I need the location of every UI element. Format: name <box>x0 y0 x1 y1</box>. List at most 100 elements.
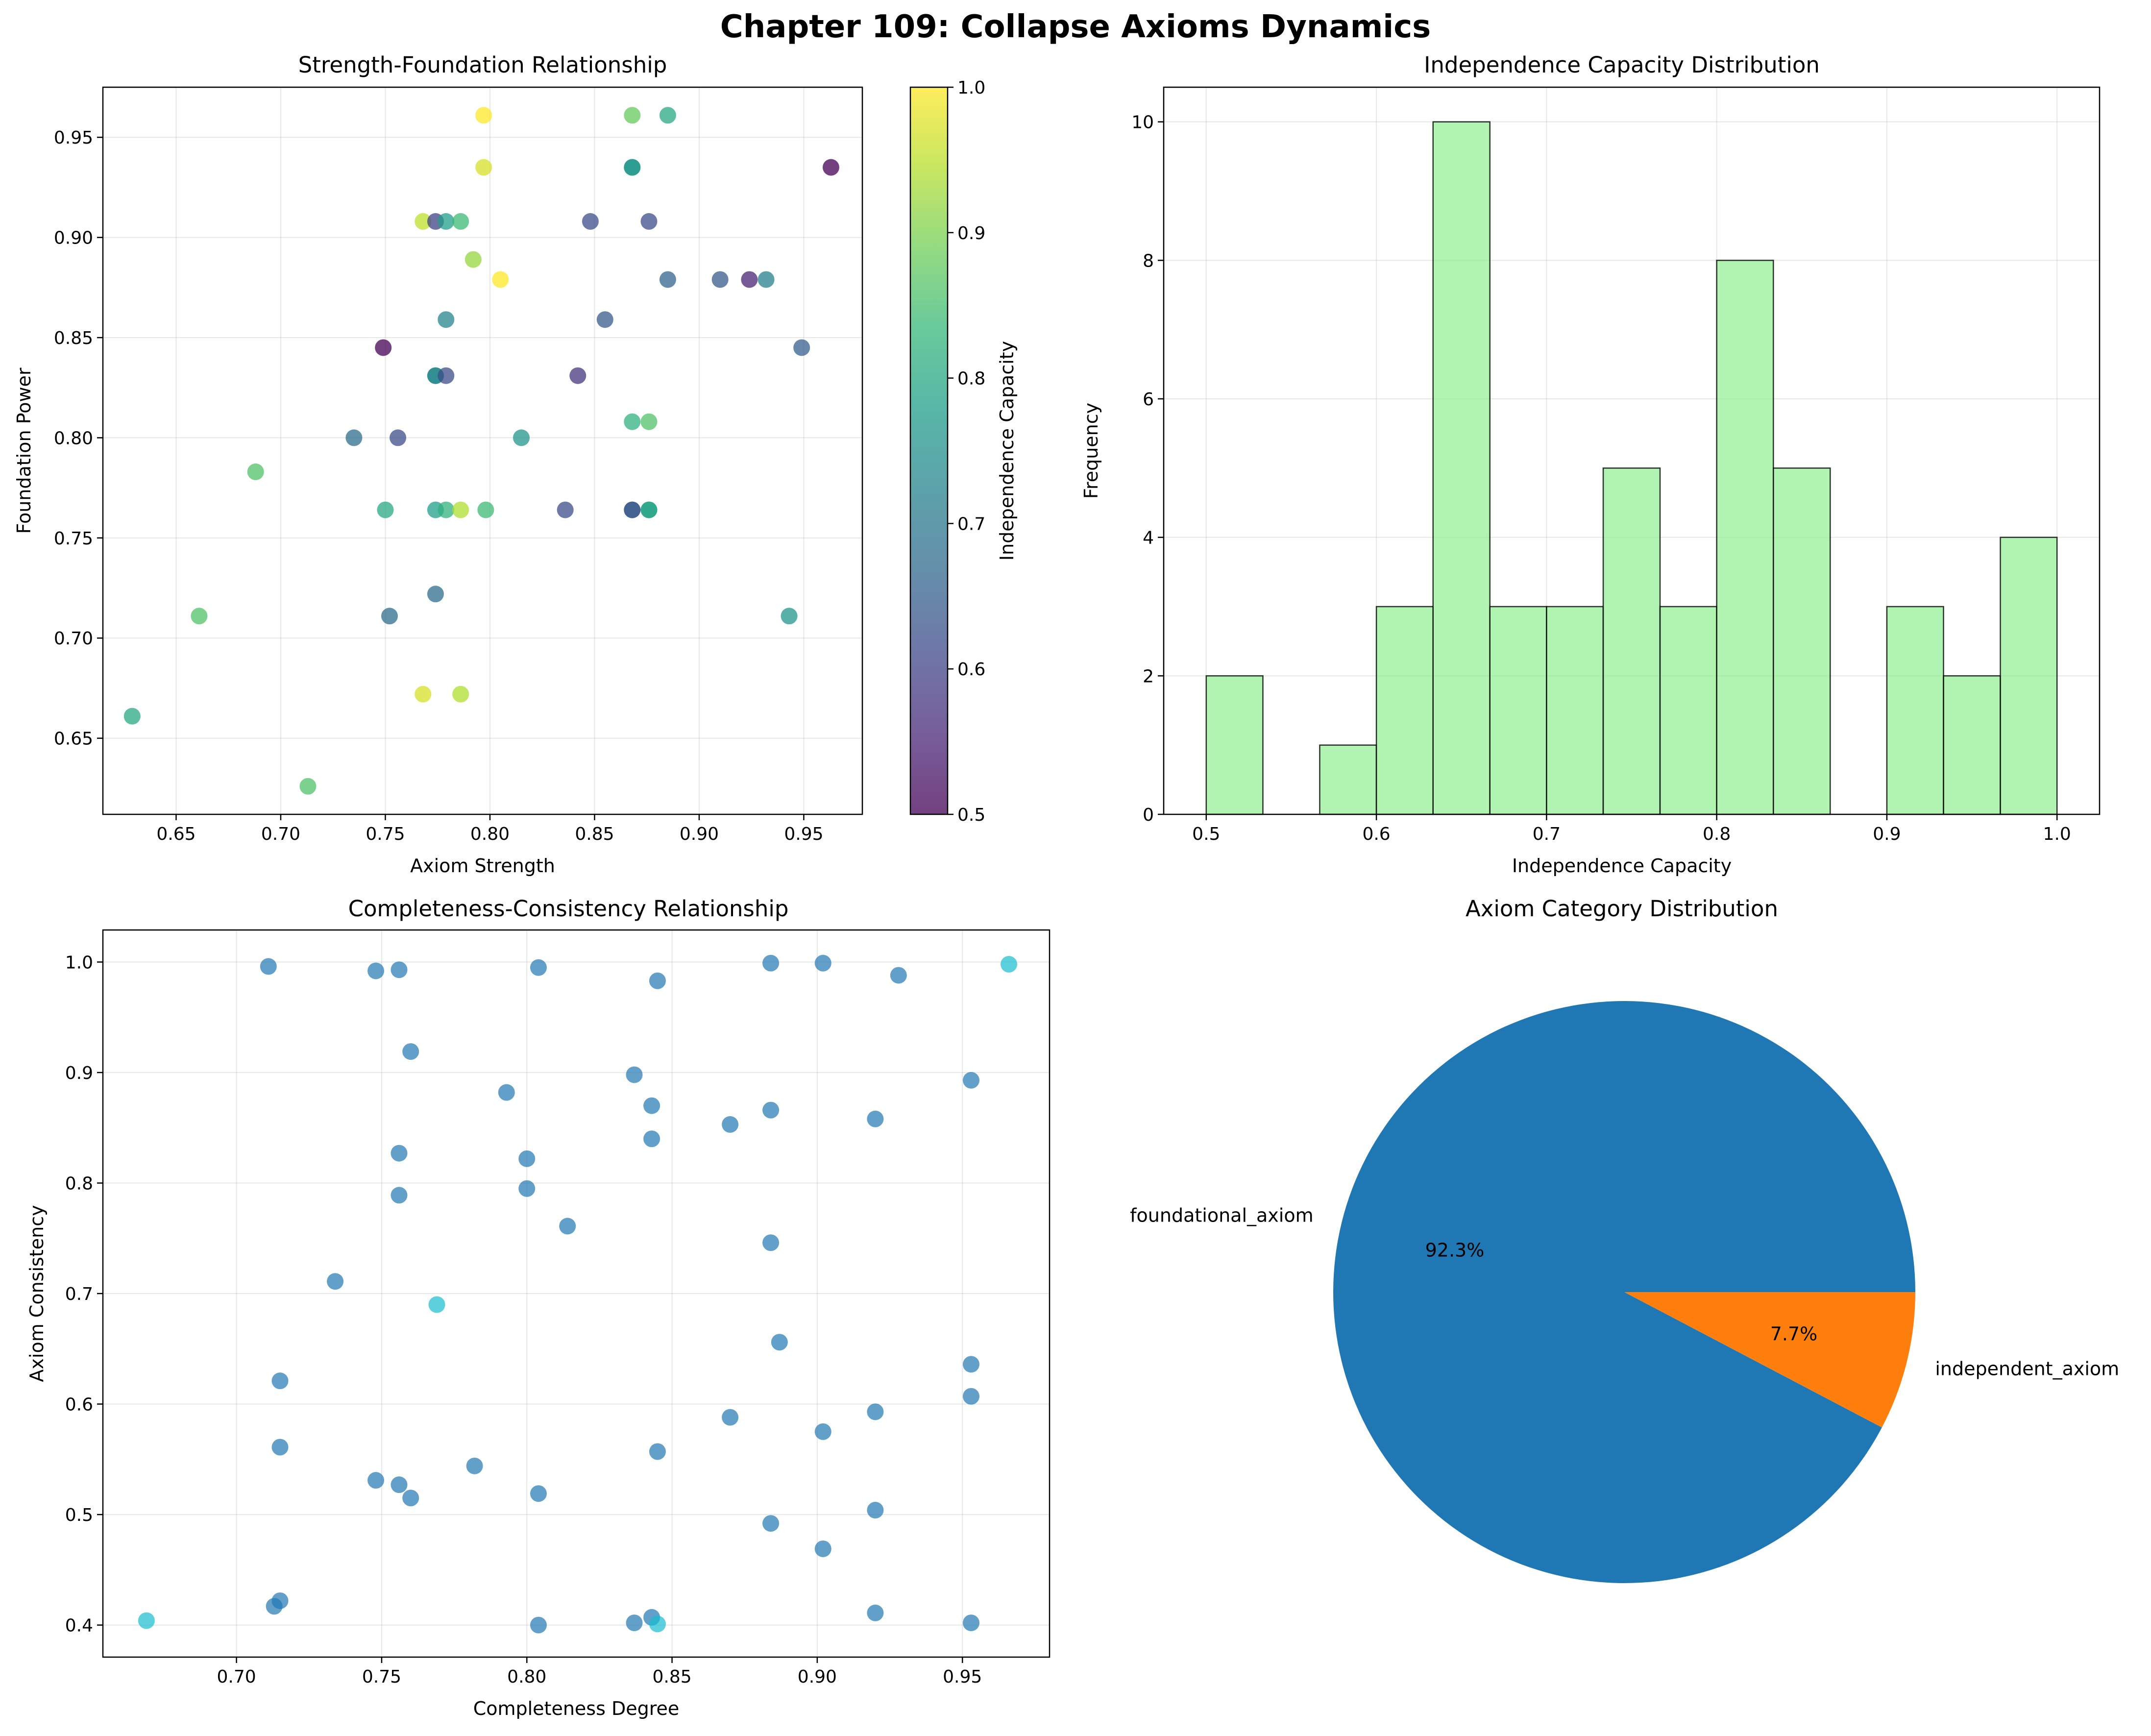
p3-point <box>498 1084 515 1101</box>
p3-point <box>814 954 831 972</box>
p3-point <box>367 1472 385 1489</box>
colorbar <box>910 87 948 814</box>
p3-point <box>649 1443 666 1460</box>
p3-point <box>466 1457 483 1474</box>
p1-ytick-label: 0.85 <box>54 328 93 348</box>
p2-bar <box>1205 675 1264 815</box>
p2-bar <box>1943 675 2001 815</box>
p1-point <box>624 159 641 176</box>
p3-point <box>559 1218 576 1235</box>
p3-point <box>890 967 907 984</box>
p1-point <box>123 708 141 725</box>
p3-point <box>530 959 547 976</box>
p3-point <box>643 1097 660 1114</box>
p1-xtick-label: 0.80 <box>470 824 510 844</box>
p1-point <box>475 107 492 124</box>
p3-point <box>428 1296 445 1313</box>
p2-bar <box>1319 744 1377 815</box>
p1-point <box>640 213 658 230</box>
p3-title: Completeness-Consistency Relationship <box>348 896 789 922</box>
p2-title: Independence Capacity Distribution <box>1424 52 1820 78</box>
p1-point <box>390 429 407 446</box>
p3-point <box>391 961 408 978</box>
p3-ytick-label: 0.6 <box>65 1395 93 1415</box>
pie-slice-label: independent_axiom <box>1935 1358 2119 1380</box>
p2-xtick-label: 0.9 <box>1873 824 1901 844</box>
p3-point <box>327 1273 344 1290</box>
p2-bar <box>1886 606 1944 815</box>
p1-ytick-label: 0.95 <box>54 128 93 148</box>
p1-point <box>377 501 394 518</box>
p3-point <box>762 1234 780 1251</box>
p1-ytick-label: 0.75 <box>54 529 93 549</box>
p2-bar <box>1773 467 1831 815</box>
p2-bar <box>2000 537 2058 815</box>
p3-point <box>391 1187 408 1204</box>
colorbar-tick-label: 0.7 <box>957 514 985 534</box>
p1-point <box>299 778 317 795</box>
p2-xtick-label: 0.5 <box>1192 824 1220 844</box>
colorbar-tick-label: 0.8 <box>957 369 985 389</box>
p3-ytick-label: 0.7 <box>65 1284 93 1304</box>
pie-slice <box>1333 1001 1915 1584</box>
p2-bar <box>1375 606 1434 815</box>
p3-point <box>649 972 666 989</box>
p3-ytick-label: 0.8 <box>65 1174 93 1194</box>
p3-point <box>271 1439 289 1456</box>
completeness-consistency-panel: Completeness-Consistency Relationship 0.… <box>26 896 1051 1719</box>
p3-ylabel: Axiom Consistency <box>26 1205 48 1382</box>
colorbar-tick-label: 0.5 <box>957 805 985 825</box>
p1-xtick-label: 0.75 <box>366 824 405 844</box>
p1-point <box>438 367 455 384</box>
p2-ytick-label: 10 <box>1131 113 1154 133</box>
p1-point <box>191 608 208 625</box>
p3-point <box>962 1388 979 1405</box>
p3-point <box>138 1612 155 1629</box>
p3-point <box>260 958 277 975</box>
colorbar-tick-label: 0.6 <box>957 660 985 680</box>
p3-point <box>1001 955 1018 973</box>
p1-point <box>793 339 810 356</box>
p1-point <box>415 213 432 230</box>
p1-ytick-label: 0.70 <box>54 629 93 649</box>
p2-axes-frame <box>1163 86 2101 815</box>
p1-point <box>452 501 469 518</box>
p3-point <box>814 1540 831 1557</box>
p1-xtick-label: 0.65 <box>156 824 196 844</box>
p1-point <box>381 608 398 625</box>
p1-point <box>758 271 775 288</box>
p3-point <box>722 1409 739 1426</box>
p2-bar <box>1546 606 1604 815</box>
p3-point <box>271 1372 289 1390</box>
p1-point <box>375 339 392 356</box>
p3-point <box>814 1423 831 1440</box>
p1-point <box>452 685 469 703</box>
p1-point <box>624 413 641 430</box>
p2-xtick-label: 1.0 <box>2043 824 2071 844</box>
p2-bar <box>1659 606 1717 815</box>
p3-point <box>626 1614 643 1632</box>
p2-ytick-label: 2 <box>1143 666 1154 686</box>
p1-point <box>427 586 444 603</box>
p3-point <box>722 1116 739 1133</box>
p3-point <box>518 1180 536 1197</box>
p1-point <box>711 271 729 288</box>
p1-point <box>557 501 574 518</box>
p2-ytick-label: 8 <box>1143 251 1154 271</box>
pie-slice-label: foundational_axiom <box>1130 1204 1313 1226</box>
p1-point <box>452 213 469 230</box>
p3-point <box>643 1130 660 1148</box>
strength-foundation-panel: Strength-Foundation Relationship 0.65 0.7… <box>13 52 1018 877</box>
p1-xtick-label: 0.90 <box>680 824 719 844</box>
p2-xlabel: Independence Capacity <box>1512 855 1732 877</box>
p1-point <box>822 159 839 176</box>
p3-point <box>762 1515 780 1532</box>
p3-xtick-label: 0.80 <box>507 1667 546 1687</box>
p1-ytick-label: 0.65 <box>54 729 93 749</box>
p1-point <box>596 311 613 328</box>
p3-point <box>530 1485 547 1502</box>
p3-point <box>266 1598 283 1615</box>
p3-point <box>771 1334 788 1351</box>
p1-point <box>415 685 432 703</box>
